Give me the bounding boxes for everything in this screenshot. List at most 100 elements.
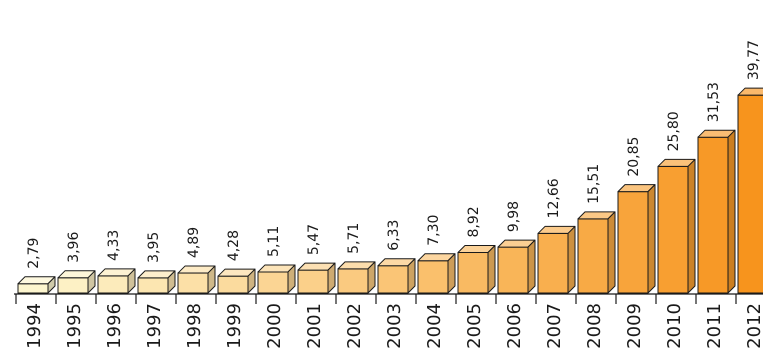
x-tick-label: 1999 xyxy=(224,303,245,349)
bar-2012 xyxy=(737,87,763,294)
bar-front xyxy=(297,269,329,294)
value-label: 15,51 xyxy=(586,164,602,204)
value-label: 5,11 xyxy=(266,226,282,257)
x-tick-label: 2009 xyxy=(624,303,645,349)
bar-front xyxy=(137,277,169,294)
bar-side xyxy=(567,225,576,294)
bar-front xyxy=(177,272,209,294)
bar-side xyxy=(607,211,616,294)
bar-front xyxy=(697,136,729,294)
bar-1996 xyxy=(97,268,136,294)
x-axis xyxy=(14,293,763,304)
bar-side xyxy=(447,253,456,294)
bar-side xyxy=(327,262,336,294)
x-tick-label: 1998 xyxy=(184,303,205,349)
value-label: 5,47 xyxy=(306,224,322,255)
bars-group xyxy=(17,87,763,294)
bar-2003 xyxy=(377,258,416,294)
x-tick-label: 2005 xyxy=(464,303,485,349)
bar-2010 xyxy=(657,158,696,294)
x-tick-label: 2003 xyxy=(384,303,405,349)
bar-front xyxy=(97,275,129,294)
x-tick-label: 2001 xyxy=(304,303,325,349)
bar-side xyxy=(367,261,376,294)
bar-2000 xyxy=(257,264,296,294)
bar-2007 xyxy=(537,225,576,294)
bar-2011 xyxy=(697,129,736,294)
bar-side xyxy=(167,270,176,294)
bar-side xyxy=(127,268,136,294)
bar-side xyxy=(287,264,296,294)
value-label: 31,53 xyxy=(706,82,722,122)
bar-2008 xyxy=(577,211,616,294)
value-labels-group: 2,79 3,96 4,33 3,95 4,89 4,28 5,11 5,47 5,71 6,33… xyxy=(26,40,762,269)
value-label: 4,33 xyxy=(106,230,122,261)
value-label: 7,30 xyxy=(426,215,442,246)
x-tick-label: 1994 xyxy=(24,303,45,349)
x-tick-label: 1996 xyxy=(104,303,125,349)
bar-side xyxy=(527,239,536,294)
bar-1997 xyxy=(137,270,176,294)
x-tick-label: 2012 xyxy=(744,303,763,349)
x-tick-labels-group: 1994 1995 1996 1997 1998 1999 2000 2001 2002 2003… xyxy=(24,303,763,349)
bar-front xyxy=(57,277,89,294)
bar-2002 xyxy=(337,261,376,294)
bar-1998 xyxy=(177,265,216,294)
x-tick-label: 2004 xyxy=(424,303,445,349)
bar-front xyxy=(657,165,689,294)
bar-front xyxy=(417,260,449,294)
x-tick-label: 2008 xyxy=(584,303,605,349)
bar-2005 xyxy=(457,245,496,294)
bar-1999 xyxy=(217,268,256,294)
x-tick-label: 2010 xyxy=(664,303,685,349)
bar-side xyxy=(407,258,416,294)
value-label: 3,96 xyxy=(66,232,82,263)
x-tick-label: 2007 xyxy=(544,303,565,349)
bar-2004 xyxy=(417,253,456,294)
bar-side xyxy=(247,268,256,294)
bar-front xyxy=(617,191,649,294)
value-label: 20,85 xyxy=(626,137,642,177)
x-tick-label: 2011 xyxy=(704,303,725,349)
bar-side xyxy=(487,245,496,294)
bar-front xyxy=(497,246,529,294)
value-label: 6,33 xyxy=(386,220,402,251)
value-label: 39,77 xyxy=(746,40,762,80)
value-label: 2,79 xyxy=(26,238,42,269)
bar-2001 xyxy=(297,262,336,294)
bar-front xyxy=(377,265,409,294)
bar-front xyxy=(577,218,609,294)
x-tick-label: 2002 xyxy=(344,303,365,349)
x-tick-label: 1997 xyxy=(144,303,165,349)
bar-front xyxy=(257,271,289,294)
bar-side xyxy=(207,265,216,294)
value-label: 4,89 xyxy=(186,227,202,258)
bar-side xyxy=(687,158,696,294)
bar-front xyxy=(737,94,763,294)
bar-side xyxy=(47,276,56,294)
value-label: 12,66 xyxy=(546,178,562,218)
value-label: 5,71 xyxy=(346,223,362,254)
bar-1995 xyxy=(57,270,96,294)
bar-front xyxy=(217,275,249,294)
value-label: 8,92 xyxy=(466,206,482,237)
value-label: 3,95 xyxy=(146,232,162,263)
value-label: 9,98 xyxy=(506,201,522,232)
x-tick-label: 2000 xyxy=(264,303,285,349)
x-tick-label: 1995 xyxy=(64,303,85,349)
bar-side xyxy=(647,184,656,294)
bar-front xyxy=(457,252,489,294)
bar-side xyxy=(87,270,96,294)
bar-1994 xyxy=(17,276,56,294)
bar-side xyxy=(727,129,736,294)
bar-2006 xyxy=(497,239,536,294)
bar-top xyxy=(737,87,763,96)
bar-front xyxy=(337,268,369,294)
bar-front xyxy=(17,283,49,294)
bar-front xyxy=(537,232,569,294)
x-tick-label: 2006 xyxy=(504,303,525,349)
bar-2009 xyxy=(617,184,656,294)
value-label: 4,28 xyxy=(226,230,242,261)
value-label: 25,80 xyxy=(666,111,682,151)
